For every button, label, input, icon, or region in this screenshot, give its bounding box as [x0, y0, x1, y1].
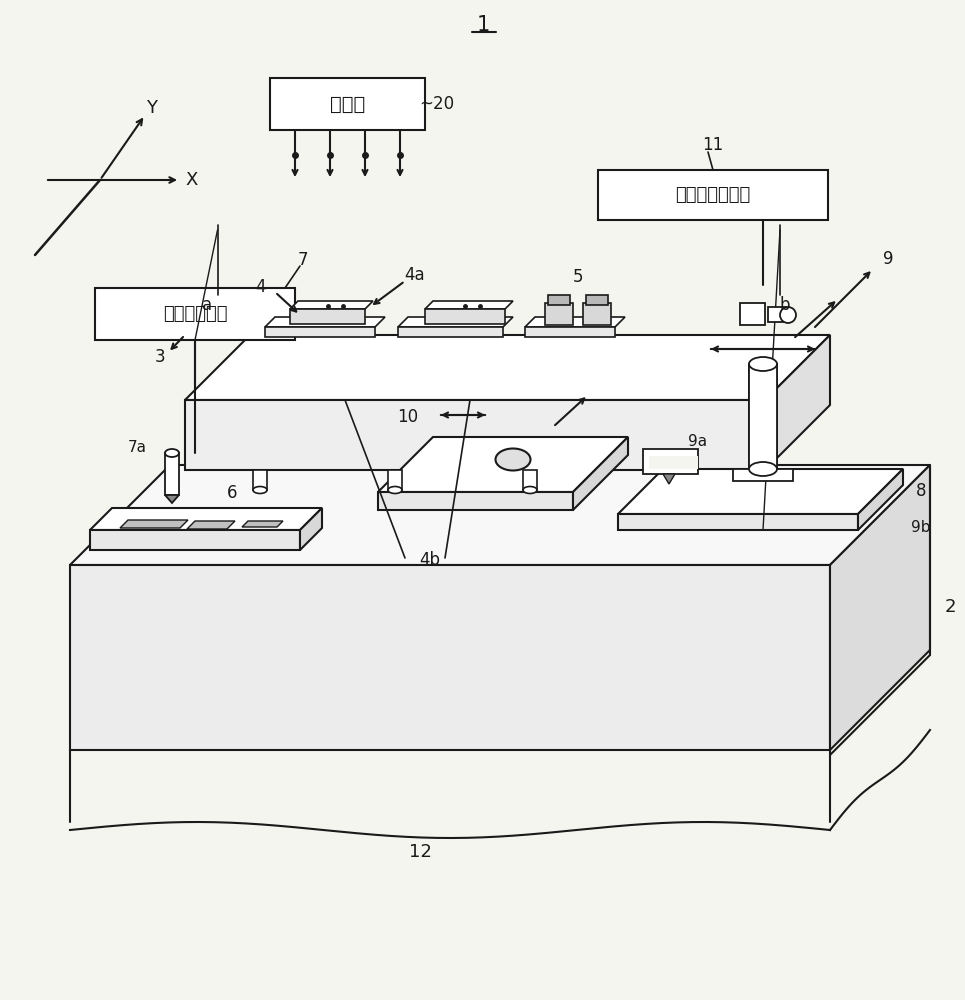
Ellipse shape: [388, 487, 402, 493]
Polygon shape: [253, 470, 267, 490]
Polygon shape: [300, 508, 322, 550]
Text: 4a: 4a: [404, 266, 426, 284]
Circle shape: [780, 307, 796, 323]
Polygon shape: [165, 495, 179, 503]
Polygon shape: [643, 449, 698, 474]
Text: 1: 1: [477, 15, 489, 35]
Text: 控制器: 控制器: [330, 95, 365, 113]
Polygon shape: [858, 469, 903, 530]
Polygon shape: [548, 295, 570, 305]
Polygon shape: [398, 317, 513, 327]
Text: 9: 9: [883, 250, 894, 268]
Polygon shape: [749, 364, 777, 469]
Text: 5: 5: [573, 268, 583, 286]
Polygon shape: [598, 170, 828, 220]
Ellipse shape: [523, 487, 537, 493]
Polygon shape: [265, 327, 375, 337]
Polygon shape: [765, 335, 830, 470]
Polygon shape: [185, 400, 765, 470]
Polygon shape: [290, 309, 365, 324]
Text: a: a: [203, 296, 212, 314]
Polygon shape: [545, 303, 573, 325]
Polygon shape: [398, 327, 503, 337]
Polygon shape: [523, 470, 537, 490]
Polygon shape: [242, 521, 283, 527]
Text: 10: 10: [398, 408, 419, 426]
Text: ~20: ~20: [420, 95, 455, 113]
Polygon shape: [830, 465, 930, 750]
Polygon shape: [618, 514, 858, 530]
Text: 9b: 9b: [911, 520, 931, 536]
Polygon shape: [70, 565, 830, 750]
Polygon shape: [586, 295, 608, 305]
Polygon shape: [649, 456, 698, 469]
Text: b: b: [780, 296, 790, 314]
Polygon shape: [378, 492, 573, 510]
Polygon shape: [663, 474, 675, 484]
Ellipse shape: [165, 449, 179, 457]
Polygon shape: [270, 78, 425, 130]
Polygon shape: [90, 508, 322, 530]
Text: 8: 8: [916, 483, 926, 500]
Polygon shape: [425, 309, 505, 324]
Ellipse shape: [253, 487, 267, 493]
Text: 压接部移动机构: 压接部移动机构: [676, 186, 751, 204]
Text: 2: 2: [944, 598, 955, 616]
Polygon shape: [95, 288, 295, 340]
Polygon shape: [388, 470, 402, 490]
Text: 7a: 7a: [127, 440, 147, 456]
Text: 11: 11: [703, 136, 724, 154]
Polygon shape: [290, 301, 373, 309]
Polygon shape: [740, 303, 765, 325]
Polygon shape: [165, 453, 179, 495]
Polygon shape: [573, 437, 628, 510]
Text: 6: 6: [227, 484, 237, 502]
Text: X: X: [186, 171, 198, 189]
Polygon shape: [378, 437, 628, 492]
Polygon shape: [733, 469, 793, 481]
Polygon shape: [265, 317, 385, 327]
Polygon shape: [120, 520, 188, 528]
Polygon shape: [618, 469, 903, 514]
Polygon shape: [525, 317, 625, 327]
Text: 7: 7: [298, 251, 308, 269]
Text: 9a: 9a: [688, 434, 707, 448]
Polygon shape: [185, 335, 830, 400]
Ellipse shape: [749, 462, 777, 476]
Polygon shape: [583, 303, 611, 325]
Text: 3: 3: [154, 349, 165, 366]
Text: 4b: 4b: [420, 551, 440, 569]
Ellipse shape: [495, 448, 531, 471]
Polygon shape: [768, 307, 786, 322]
Ellipse shape: [749, 357, 777, 371]
Text: Y: Y: [147, 99, 157, 117]
Polygon shape: [70, 465, 930, 565]
Text: 12: 12: [408, 843, 431, 861]
Polygon shape: [90, 530, 300, 550]
Polygon shape: [525, 327, 615, 337]
Text: 4: 4: [255, 278, 265, 296]
Polygon shape: [425, 301, 513, 309]
Text: 工件转移机构: 工件转移机构: [163, 305, 227, 323]
Polygon shape: [187, 521, 235, 529]
